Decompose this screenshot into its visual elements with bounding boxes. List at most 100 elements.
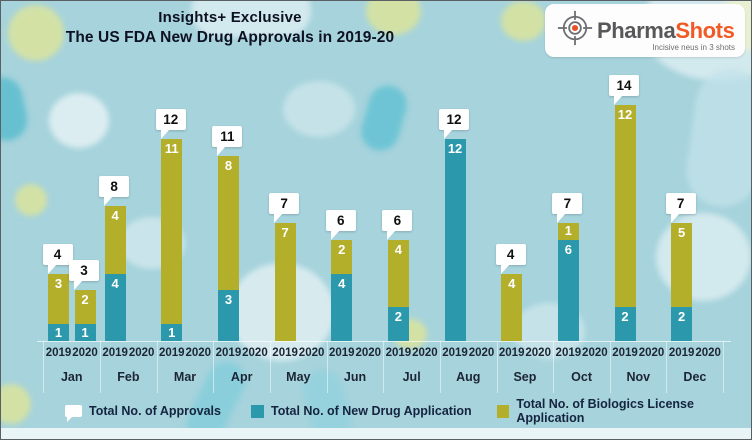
bla-segment: 12	[614, 105, 636, 308]
year-label-feb-2019: 2019	[102, 347, 128, 359]
bla-segment: 4	[387, 239, 409, 308]
bla-segment-value: 2	[338, 241, 346, 257]
bla-segment: 1	[557, 223, 579, 240]
year-label-may-2020: 2020	[298, 347, 325, 359]
year-label-jan-2019: 2019	[45, 347, 72, 359]
pill-decoration	[15, 184, 47, 216]
month-label-jun: Jun	[343, 370, 367, 384]
total-value: 3	[69, 260, 99, 282]
callout-tail	[444, 128, 454, 139]
year-label-dec-2019: 2019	[668, 347, 695, 359]
callout-tail	[500, 263, 510, 274]
year-label-jan-2020: 2020	[72, 347, 98, 359]
nda-segment: 4	[104, 273, 126, 341]
nda-segment-value: 4	[338, 275, 346, 291]
logo-tagline: Incisive neus in 3 shots	[652, 43, 735, 52]
total-value: 12	[155, 108, 186, 130]
total-value: 7	[552, 193, 583, 215]
month-divider	[439, 341, 441, 393]
callout-tail	[217, 145, 227, 156]
month-divider	[213, 341, 215, 393]
bla-segment: 4	[104, 206, 126, 274]
nda-segment-value: 1	[54, 324, 63, 340]
nda-segment-value: 2	[678, 309, 686, 325]
total-value: 6	[325, 209, 356, 231]
bar-nov-2019: 12 2	[614, 105, 636, 341]
speech-bubble-icon	[65, 405, 82, 422]
total-callout-sep-2019: 4	[495, 243, 526, 274]
callout-tail	[387, 229, 397, 240]
year-label-feb-2020: 2020	[128, 347, 155, 359]
nda-segment-value: 2	[621, 309, 629, 325]
callout-tail	[104, 196, 114, 207]
nda-segment-value: 1	[168, 324, 176, 340]
callout-tail	[274, 213, 284, 224]
total-callout-dec-2019: 7	[665, 193, 696, 224]
total-value: 6	[382, 209, 413, 231]
year-label-aug-2019: 2019	[442, 347, 468, 359]
month-label-sep: Sep	[513, 370, 537, 384]
month-label-jul: Jul	[402, 370, 421, 384]
nda-segment: 2	[387, 307, 409, 341]
total-callout-jan-2020: 3	[69, 260, 99, 291]
year-label-jul-2020: 2020	[412, 347, 438, 359]
legend-label-approvals: Total No. of Approvals	[89, 404, 221, 418]
total-callout-jul-2019: 6	[382, 209, 413, 240]
month-label-mar: Mar	[173, 370, 197, 384]
bla-segment-value: 1	[564, 223, 572, 239]
month-divider	[326, 341, 328, 393]
legend-item-bla: Total No. of Biologics License Applicati…	[497, 397, 751, 425]
nda-segment-value: 2	[394, 309, 402, 325]
bla-segment-value: 7	[281, 225, 289, 241]
year-label-oct-2019: 2019	[555, 347, 582, 359]
bar-aug-2019: 12	[444, 138, 466, 341]
year-label-mar-2020: 2020	[185, 347, 212, 359]
month-divider	[553, 341, 555, 393]
month-label-jan: Jan	[60, 370, 83, 384]
year-label-sep-2020: 2020	[525, 347, 551, 359]
bla-segment-value: 4	[394, 241, 402, 257]
month-divider	[43, 341, 45, 393]
callout-tail	[557, 213, 567, 224]
bla-segment-value: 5	[678, 225, 686, 241]
year-label-jun-2019: 2019	[328, 347, 355, 359]
bla-segment: 4	[501, 273, 523, 341]
month-label-may: May	[286, 370, 311, 384]
pharmashots-logo: PharmaShots Incisive neus in 3 shots	[545, 4, 745, 57]
nda-segment: 1	[161, 324, 183, 341]
year-label-apr-2020: 2020	[242, 347, 268, 359]
year-label-sep-2019: 2019	[498, 347, 525, 359]
callout-tail	[74, 280, 83, 291]
month-divider	[269, 341, 271, 393]
nda-segment-value: 1	[81, 324, 89, 340]
year-label-mar-2019: 2019	[159, 347, 185, 359]
bla-segment-value: 8	[224, 157, 233, 173]
nda-segment: 2	[614, 307, 636, 341]
bla-segment: 7	[274, 223, 296, 341]
bla-segment-value: 4	[111, 208, 119, 224]
bla-segment: 3	[48, 273, 69, 325]
legend: Total No. of Approvals Total No. of New …	[1, 397, 751, 425]
bla-segment-value: 2	[81, 292, 89, 308]
year-label-jun-2020: 2020	[355, 347, 382, 359]
total-callout-nov-2019: 14	[609, 75, 639, 106]
total-value: 14	[609, 75, 639, 97]
pill-decoration	[49, 93, 109, 148]
total-callout-oct-2019: 7	[552, 193, 583, 224]
nda-segment-value: 6	[564, 241, 572, 257]
month-divider	[496, 341, 498, 393]
total-value: 8	[99, 176, 130, 198]
bar-mar-2019: 11 1	[161, 138, 183, 341]
total-value: 4	[42, 243, 73, 265]
year-label-jul-2019: 2019	[385, 347, 412, 359]
nda-segment: 3	[217, 290, 239, 341]
legend-label-bla: Total No. of Biologics License Applicati…	[516, 397, 694, 425]
nda-segment: 1	[74, 324, 96, 341]
